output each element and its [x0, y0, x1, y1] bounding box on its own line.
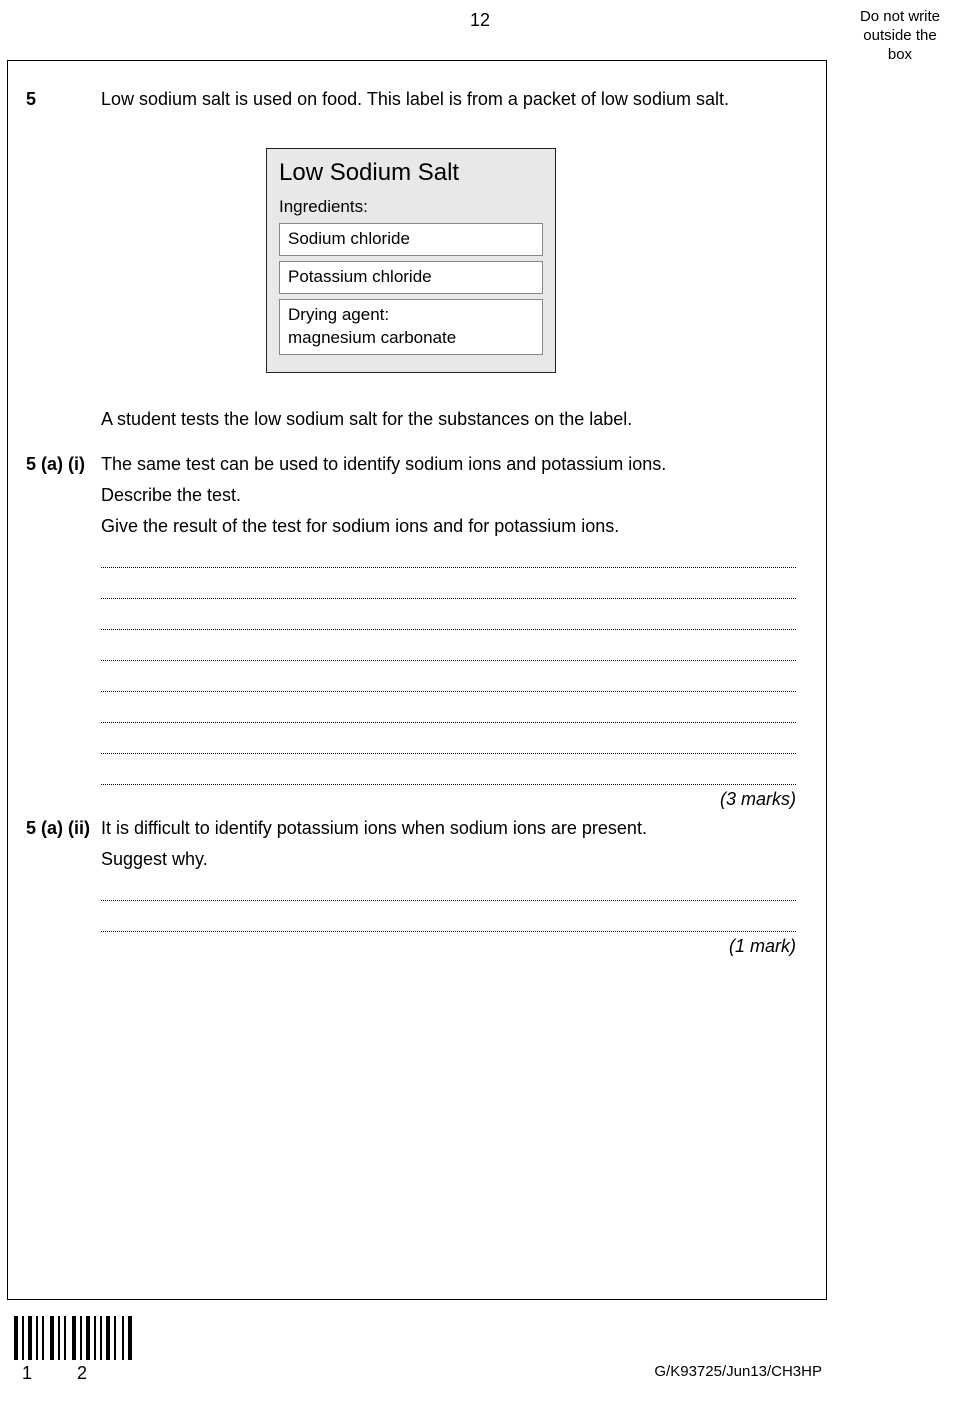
margin-note: Do not write outside the box — [860, 8, 940, 64]
margin-note-l1: Do not write — [860, 8, 940, 27]
student-test-text: A student tests the low sodium salt for … — [101, 409, 796, 430]
question-intro: 5 Low sodium salt is used on food. This … — [26, 89, 796, 120]
margin-note-l3: box — [860, 46, 940, 65]
q5aii-line1: It is difficult to identify potassium io… — [101, 818, 796, 839]
ingredient-3-l2: magnesium carbonate — [288, 328, 456, 347]
barcode-number: 1 2 — [22, 1363, 132, 1384]
question-5aii: 5 (a) (ii) It is difficult to identify p… — [26, 818, 796, 957]
page-number: 12 — [470, 10, 490, 31]
answer-line[interactable] — [101, 722, 796, 723]
answer-line[interactable] — [101, 598, 796, 599]
marks-5aii: (1 mark) — [101, 936, 796, 957]
ingredient-2: Potassium chloride — [279, 261, 543, 294]
answer-line[interactable] — [101, 660, 796, 661]
margin-note-l2: outside the — [860, 27, 940, 46]
label-title: Low Sodium Salt — [279, 159, 543, 187]
question-number-5: 5 — [26, 89, 101, 110]
barcode: 1 2 — [14, 1316, 132, 1384]
answer-line[interactable] — [101, 784, 796, 785]
q5ai-line1: The same test can be used to identify so… — [101, 454, 796, 475]
q5ai-line3: Give the result of the test for sodium i… — [101, 516, 796, 537]
ingredient-1: Sodium chloride — [279, 223, 543, 256]
answer-line[interactable] — [101, 753, 796, 754]
answer-line[interactable] — [101, 629, 796, 630]
answer-line[interactable] — [101, 931, 796, 932]
ingredient-3: Drying agent: magnesium carbonate — [279, 299, 543, 355]
student-test-line: A student tests the low sodium salt for … — [26, 409, 796, 440]
question-number-5ai: 5 (a) (i) — [26, 454, 101, 475]
content-frame: 5 Low sodium salt is used on food. This … — [7, 60, 827, 1300]
product-label: Low Sodium Salt Ingredients: Sodium chlo… — [266, 148, 556, 373]
question-5ai: 5 (a) (i) The same test can be used to i… — [26, 454, 796, 810]
answer-line[interactable] — [101, 691, 796, 692]
intro-text: Low sodium salt is used on food. This la… — [101, 89, 796, 110]
answer-line[interactable] — [101, 567, 796, 568]
q5aii-line2: Suggest why. — [101, 849, 796, 870]
q5ai-line2: Describe the test. — [101, 485, 796, 506]
question-number-5aii: 5 (a) (ii) — [26, 818, 101, 839]
ingredient-3-l1: Drying agent: — [288, 305, 389, 324]
ingredients-label: Ingredients: — [279, 197, 543, 217]
barcode-bars — [14, 1316, 132, 1360]
marks-5ai: (3 marks) — [101, 789, 796, 810]
document-code: G/K93725/Jun13/CH3HP — [654, 1363, 822, 1380]
answer-line[interactable] — [101, 900, 796, 901]
